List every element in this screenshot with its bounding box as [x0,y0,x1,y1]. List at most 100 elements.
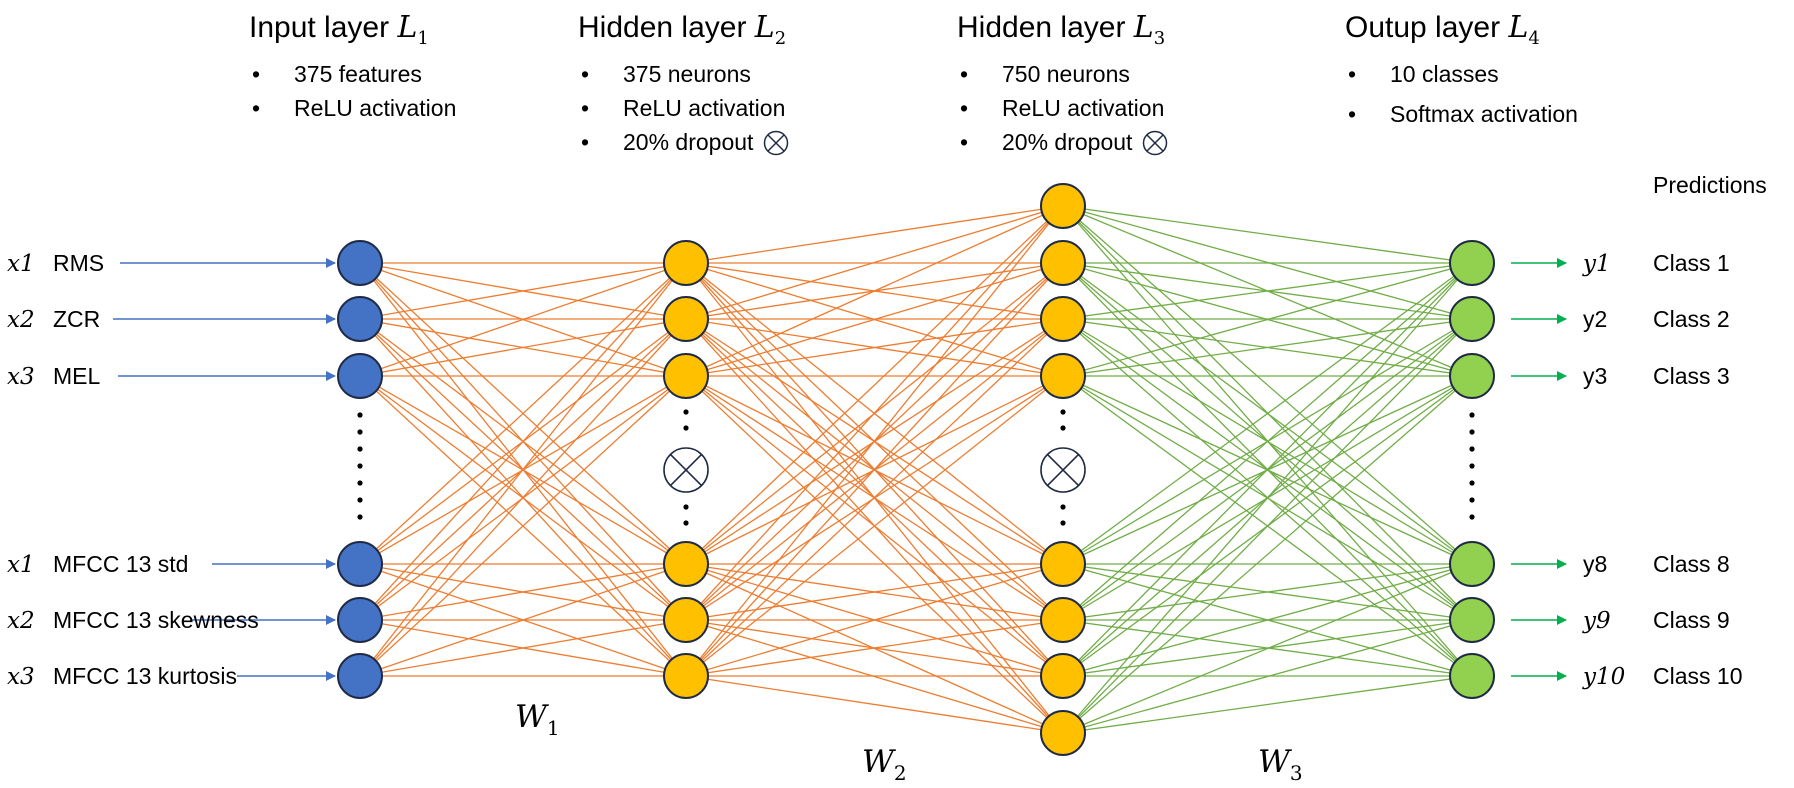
edge-line [1062,375,1473,734]
dropout-cross-line [669,453,703,487]
output-variable: y8 [1583,551,1607,577]
layer-bullet-text: 20% dropout [623,129,754,155]
hidden-neuron [1040,710,1086,756]
ellipsis-dot [1060,409,1066,415]
layer-bullet: ReLU activation [249,91,456,125]
ellipsis-dot [683,520,689,526]
ellipsis-dots [357,409,1475,526]
edge-line [1062,262,1473,565]
ellipsis-dot [1060,425,1066,431]
layer-title: Input layer [249,11,390,44]
weight-subscript: 2 [894,761,907,785]
edge-line [685,262,1064,377]
layer-subscript: 2 [774,28,787,49]
ellipsis-dot [1060,504,1066,510]
hidden-neuron [663,597,709,643]
hidden-neuron [663,296,709,342]
input-neuron [337,653,383,699]
edge-line [359,563,687,677]
edge-line [685,675,1064,734]
layer-header-hidden-3: Hidden layer L3 750 neurons ReLU activat… [957,10,1168,159]
hidden-neuron [1040,296,1086,342]
io-labels: x1 RMS x2 ZCR x3 MEL x1 MFCC 13 std x2 MFCC 13 sk… [7,172,1767,785]
hidden-neuron [1040,183,1086,229]
ellipsis-dot [1469,446,1475,452]
ellipsis-dot [357,463,363,469]
layer-bullet: 750 neurons [957,57,1168,91]
layer-bullet-dropout: 20% dropout [957,125,1168,159]
layer-symbol: L [1508,10,1529,45]
edge-line [1062,205,1473,565]
input-neuron [337,353,383,399]
ellipsis-dot [1469,412,1475,418]
edge-line [359,262,687,621]
ellipsis-dot [683,409,689,415]
layer-symbol: L [754,10,775,45]
input-variable: x3 [7,364,35,390]
ellipsis-dot [1469,429,1475,435]
layer-title: Hidden layer [957,11,1126,44]
hidden-neuron [663,353,709,399]
ellipsis-dot [357,497,363,503]
ellipsis-dot [357,480,363,486]
input-neuron [337,240,383,286]
output-variable: y2 [1583,306,1607,332]
ellipsis-dot [357,446,363,452]
layer-bullets: 10 classes Softmax activation [1345,57,1578,131]
output-class-label: Class 9 [1653,607,1730,633]
input-feature-label: MFCC 13 kurtosis [53,663,237,689]
edge-line [685,205,1064,621]
edge-line [1062,262,1473,734]
output-variable: y10 [1582,664,1625,690]
edge-line [1062,675,1473,734]
edge-line [685,563,1064,677]
hidden-neuron [1040,240,1086,286]
ellipsis-dot [1469,463,1475,469]
ellipsis-dot [357,412,363,418]
output-neuron [1449,353,1495,399]
output-variable: y3 [1583,363,1607,389]
hidden-neuron [1040,353,1086,399]
input-neuron [337,541,383,587]
output-variable: y9 [1582,608,1611,634]
edge-line [1062,262,1473,377]
output-neuron [1449,296,1495,342]
input-feature-label: MFCC 13 skewness [53,607,259,633]
weight-label: W2 [862,744,907,785]
input-feature-label: MEL [53,363,101,389]
layer-bullets: 750 neurons ReLU activation 20% dropout [957,57,1168,159]
edge-line [685,205,1064,320]
output-class-label: Class 2 [1653,306,1730,332]
edge-line [685,318,1064,677]
edge-line [1062,563,1473,621]
input-feature-label: RMS [53,250,104,276]
output-neuron [1449,653,1495,699]
layer-symbol: L [1133,10,1154,45]
layer-bullet: Softmax activation [1345,97,1578,131]
hidden-neuron [663,240,709,286]
edge-line [359,318,687,677]
edge-line [1062,619,1473,734]
output-neuron [1449,597,1495,643]
layer-subscript: 4 [1528,28,1540,49]
ellipsis-dot [1469,480,1475,486]
edge-line [685,375,1064,734]
edge-line [359,262,687,377]
hidden-neuron [1040,597,1086,643]
layer-header-input: Input layer L1 375 features ReLU activat… [249,10,456,125]
layer-bullet: 10 classes [1345,57,1578,91]
edge-line [685,375,1064,677]
edge-line [685,205,1064,264]
io-arrows [113,258,1567,681]
layer-bullets: 375 features ReLU activation [249,57,456,125]
output-class-label: Class 10 [1653,663,1742,689]
input-variable: x1 [7,552,35,578]
edge-line [1062,205,1473,264]
edge-line [685,563,1064,621]
output-class-label: Class 3 [1653,363,1730,389]
edge-line [1062,262,1473,677]
weight-subscript: 1 [547,716,560,740]
layer-bullet-text: 20% dropout [1002,129,1133,155]
edge-line [685,619,1064,677]
edge-line [685,205,1064,377]
